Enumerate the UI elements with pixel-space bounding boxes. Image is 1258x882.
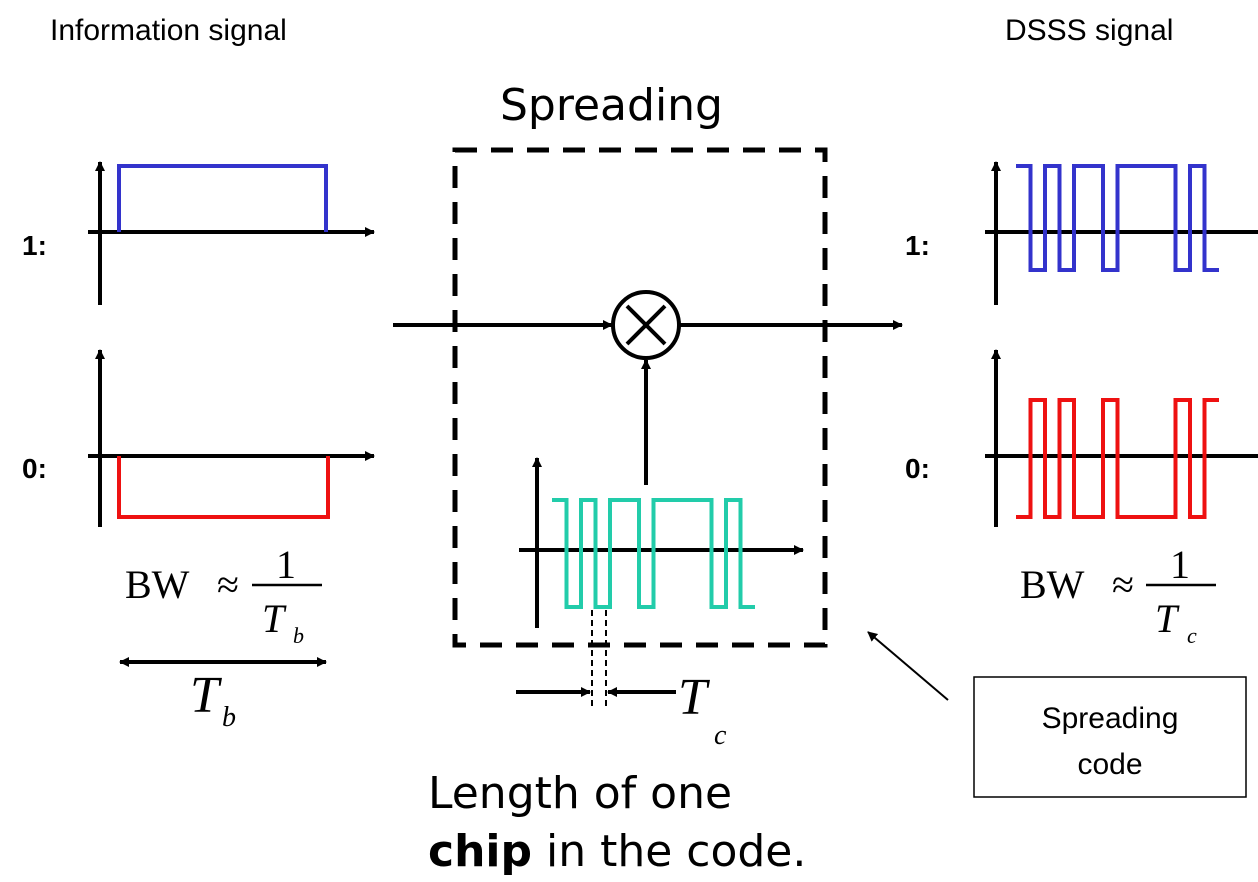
tb-label-sub: b [222,702,236,733]
bit-label-one-right: 1: [905,230,930,261]
bw-left-numerator: 1 [276,542,296,587]
bw-right-approx: ≈ [1112,562,1134,607]
information-signal-header: Information signal [50,14,287,47]
callout-pointer [867,631,949,701]
dsss-signal-header: DSSS signal [1005,14,1173,47]
caption-line-2: chip in the code. [428,826,806,877]
callout-line-2: code [1077,748,1142,781]
tc-label-sub: c [714,720,727,751]
caption-bold-word: chip [428,826,532,877]
caption-line-1: Length of one [428,768,732,819]
bit-label-zero-left: 0: [22,453,47,484]
bw-right-lhs: BW [1020,562,1085,607]
bw-right-denominator-sub: c [1187,623,1197,648]
bw-right-denominator-T: T [1155,596,1180,641]
tb-label-T: T [190,667,222,724]
spreading-title: Spreading [500,80,723,131]
bw-formula-dsss: BW ≈ 1 T c [1020,542,1216,648]
dsss-one-plot [985,161,1258,305]
info-signal-zero-plot [88,349,375,527]
callout-line-1: Spreading [1042,702,1179,735]
bw-left-denominator-T: T [262,596,287,641]
info-signal-one-plot [88,161,375,305]
bw-left-denominator-sub: b [293,623,304,648]
bw-right-numerator: 1 [1170,542,1190,587]
bit-label-one-left: 1: [22,230,47,261]
bw-left-approx: ≈ [217,562,239,607]
caption-rest: in the code. [532,826,806,877]
info-one-waveform [117,164,328,232]
bit-label-zero-right: 0: [905,453,930,484]
bw-formula-info: BW ≈ 1 T b [125,542,322,648]
tc-label-T: T [678,669,710,726]
spreading-box [452,147,828,648]
spreading-code-waveform [552,498,755,609]
multiplier-cross-b [625,304,667,346]
tc-chip-marker [516,610,676,710]
info-zero-waveform [117,456,330,519]
callout-box [973,676,1247,798]
dsss-zero-plot [985,349,1258,527]
dsss-zero-waveform [1016,398,1219,519]
spreading-code-plot [519,457,804,628]
bw-left-lhs: BW [125,562,190,607]
dsss-one-waveform [1016,164,1219,272]
